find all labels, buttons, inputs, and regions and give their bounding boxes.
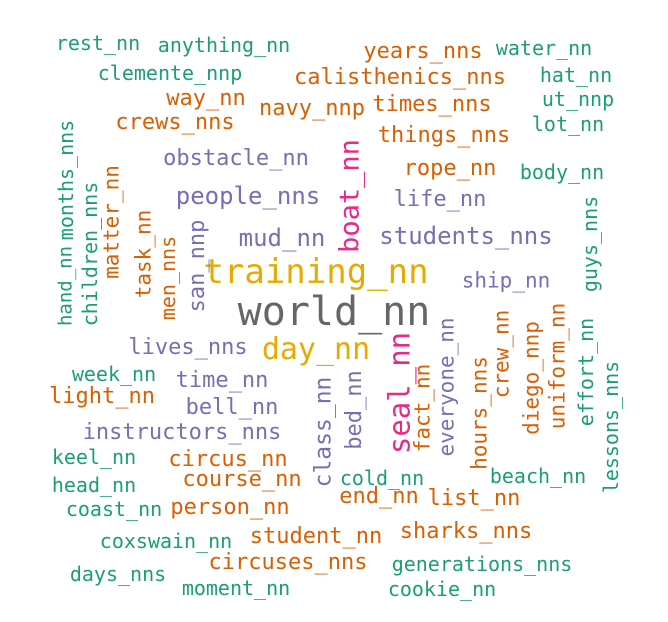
- word-sharks-nns: sharks_nns: [399, 519, 533, 544]
- word-hand-nn: hand_nn: [54, 245, 77, 327]
- word-ut-nnp: ut_nnp: [541, 87, 615, 111]
- word-course-nn: course_nn: [182, 467, 302, 492]
- word-uniform-nn: uniform_nn: [545, 302, 570, 430]
- word-students-nns: students_nns: [379, 222, 553, 250]
- word-children-nns: children_nns: [78, 181, 102, 327]
- word-time-nn: time_nn: [175, 368, 269, 393]
- word-matter-nn: matter_nn: [99, 165, 124, 279]
- word-beach-nn: beach_nn: [489, 464, 587, 488]
- word-water-nn: water_nn: [495, 36, 593, 60]
- word-moment-nn: moment_nn: [181, 576, 291, 600]
- word-person-nn: person_nn: [170, 495, 290, 520]
- word-ship-nn: ship_nn: [461, 268, 551, 293]
- word-head-nn: head_nn: [51, 473, 137, 497]
- word-end-nn: end_nn: [339, 484, 419, 509]
- word-circus-nn: circus_nn: [168, 447, 288, 472]
- word-people-nns: people_nns: [175, 182, 321, 210]
- word-san-nnp: san_nnp: [185, 219, 210, 313]
- word-lives-nns: lives_nns: [128, 335, 248, 360]
- word-bell-nn: bell_nn: [185, 395, 279, 420]
- word-task-nn: task_nn: [131, 209, 156, 299]
- word-lessons-nns: lessons_nns: [599, 360, 623, 494]
- word-clemente-nnp: clemente_nnp: [97, 61, 243, 85]
- word-keel-nn: keel_nn: [51, 445, 137, 469]
- word-obstacle-nn: obstacle_nn: [163, 146, 309, 171]
- word-body-nn: body_nn: [519, 160, 605, 184]
- word-cold-nn: cold_nn: [339, 466, 425, 490]
- word-rest-nn: rest_nn: [55, 31, 141, 55]
- word-crew-nn: crew_nn: [489, 309, 514, 399]
- word-guys-nns: guys_nns: [578, 195, 602, 293]
- word-crews-nns: crews_nns: [115, 110, 235, 135]
- word-week-nn: week_nn: [71, 362, 157, 386]
- word-life-nn: life_nn: [393, 187, 487, 212]
- word-navy-nnp: navy_nnp: [259, 96, 365, 121]
- word-effort-nn: effort_nn: [574, 317, 598, 427]
- word-diego-nnp: diego_nnp: [519, 321, 544, 435]
- word-everyone-nn: everyone_nn: [434, 317, 459, 457]
- word-hours-nns: hours_nns: [467, 356, 492, 470]
- word-years-nns: years_nns: [363, 39, 483, 64]
- word-cookie-nn: cookie_nn: [387, 577, 497, 601]
- word-class-nn: class_nn: [310, 376, 337, 488]
- word-boat-nn: boat_nn: [334, 139, 366, 253]
- word-bed-nn: bed_nn: [342, 370, 367, 450]
- word-rope-nn: rope_nn: [403, 156, 497, 181]
- word-world-nn: world_nn: [237, 289, 431, 335]
- word-months-nns: months_nns: [54, 119, 78, 241]
- word-list-nn: list_nn: [427, 486, 521, 511]
- word-anything-nn: anything_nn: [157, 33, 291, 57]
- word-generations-nns: generations_nns: [391, 552, 573, 576]
- word-training-nn: training_nn: [203, 252, 429, 292]
- word-mud-nn: mud_nn: [238, 224, 326, 252]
- word-things-nns: things_nns: [377, 123, 511, 148]
- word-times-nns: times_nns: [372, 92, 492, 117]
- word-circuses-nns: circuses_nns: [208, 550, 368, 575]
- word-hat-nn: hat_nn: [539, 63, 613, 87]
- word-coast-nn: coast_nn: [65, 497, 163, 521]
- word-instructors-nns: instructors_nns: [82, 420, 282, 445]
- word-calisthenics-nns: calisthenics_nns: [294, 65, 506, 90]
- word-men-nns: men_nns: [156, 235, 180, 321]
- word-days-nns: days_nns: [69, 562, 167, 586]
- word-light-nn: light_nn: [49, 384, 155, 409]
- word-student-nn: student_nn: [249, 524, 383, 549]
- word-way-nn: way_nn: [166, 86, 246, 111]
- word-lot-nn: lot_nn: [531, 112, 605, 136]
- word-coxswain-nn: coxswain_nn: [99, 529, 233, 553]
- word-fact-nn: fact_nn: [410, 363, 435, 453]
- word-day-nn: day_nn: [261, 332, 371, 367]
